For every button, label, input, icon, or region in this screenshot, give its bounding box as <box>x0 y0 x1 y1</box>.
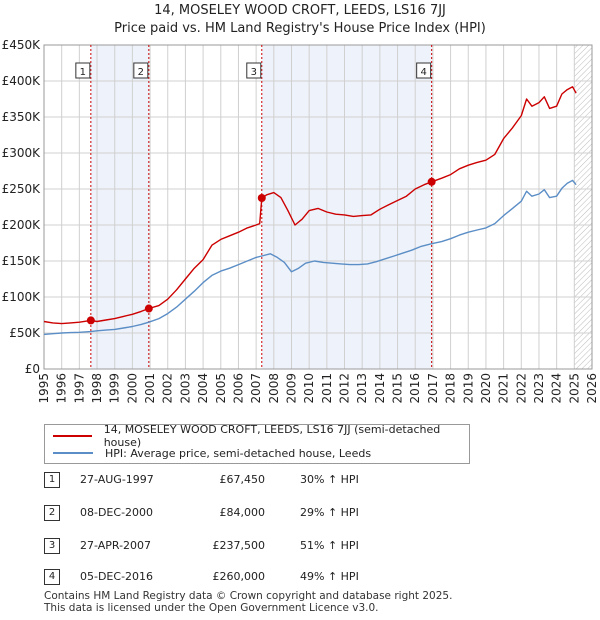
x-tick-label: 1998 <box>90 373 104 404</box>
sale-marker-label: 3 <box>251 67 257 78</box>
x-tick-label: 2011 <box>320 373 334 404</box>
sale-date: 27-AUG-1997 <box>80 473 154 486</box>
footer-copyright: Contains HM Land Registry data © Crown c… <box>44 590 452 614</box>
x-tick-label: 2002 <box>161 373 175 404</box>
legend: 14, MOSELEY WOOD CROFT, LEEDS, LS16 7JJ … <box>44 423 470 464</box>
x-tick-label: 2019 <box>461 373 475 404</box>
x-tick-label: 1995 <box>37 373 51 404</box>
x-tick-label: 2023 <box>532 373 546 404</box>
x-tick-label: 2026 <box>585 373 599 404</box>
sale-row: 1 27-AUG-1997 £67,450 30% ↑ HPI <box>0 470 600 490</box>
x-tick-label: 2009 <box>284 373 298 404</box>
chart-title: 14, MOSELEY WOOD CROFT, LEEDS, LS16 7JJ <box>154 3 446 18</box>
sale-hpi-change: 49% ↑ HPI <box>300 570 359 583</box>
y-tick-label: £300K <box>2 146 42 160</box>
legend-label-property: 14, MOSELEY WOOD CROFT, LEEDS, LS16 7JJ … <box>103 423 441 449</box>
sale-point <box>86 316 95 325</box>
sale-marker-box <box>75 62 91 79</box>
legend-swatch-property <box>53 435 92 437</box>
x-tick-label: 2001 <box>143 373 157 404</box>
sale-row: 2 08-DEC-2000 £84,000 29% ↑ HPI <box>0 503 600 523</box>
x-tick-label: 2018 <box>444 373 458 404</box>
shaded-period <box>261 45 432 369</box>
x-tick-label: 2025 <box>567 373 581 404</box>
sale-hpi-change: 29% ↑ HPI <box>300 506 359 519</box>
y-tick-label: £100K <box>2 290 42 304</box>
sale-price: £237,500 <box>212 539 266 552</box>
sale-marker-label: 4 <box>420 67 426 78</box>
sale-number-badge: 1 <box>44 472 60 488</box>
y-tick-label: £150K <box>2 254 42 268</box>
shaded-period <box>90 45 149 369</box>
x-tick-label: 2013 <box>355 373 369 404</box>
sale-hpi-change: 51% ↑ HPI <box>300 539 359 552</box>
legend-swatch-hpi <box>53 452 93 454</box>
x-tick-label: 2008 <box>267 373 281 404</box>
x-tick-label: 2024 <box>550 373 564 404</box>
x-tick-label: 2017 <box>426 373 440 404</box>
sale-date: 27-APR-2007 <box>80 539 152 552</box>
x-tick-label: 2020 <box>479 373 493 404</box>
x-tick-label: 2022 <box>514 373 528 404</box>
x-tick-label: 2014 <box>373 373 387 404</box>
x-tick-label: 2004 <box>196 373 210 404</box>
sale-hpi-change: 30% ↑ HPI <box>300 473 359 486</box>
x-tick-label: 1996 <box>55 373 69 404</box>
legend-item-property: 14, MOSELEY WOOD CROFT, LEEDS, LS16 7JJ … <box>53 423 469 449</box>
x-tick-label: 2016 <box>408 373 422 404</box>
y-tick-label: £350K <box>2 110 42 124</box>
x-tick-label: 2015 <box>391 373 405 404</box>
sale-price: £260,000 <box>212 570 266 583</box>
sale-point <box>257 194 266 202</box>
y-tick-label: £0 <box>25 362 40 376</box>
property-price-line <box>43 86 577 325</box>
sale-number-badge: 2 <box>44 505 60 521</box>
sale-marker-label: 2 <box>138 67 144 78</box>
x-tick-label: 2003 <box>178 373 192 404</box>
sale-date: 08-DEC-2000 <box>80 506 154 519</box>
sale-point <box>144 304 153 313</box>
x-tick-label: 2010 <box>302 373 316 404</box>
chart-subtitle: Price paid vs. HM Land Registry's House … <box>114 21 486 36</box>
y-tick-label: £400K <box>2 74 42 88</box>
y-tick-label: £50K <box>9 326 41 340</box>
sale-date: 05-DEC-2016 <box>80 570 154 583</box>
future-hatch <box>574 45 592 369</box>
sale-marker-box <box>416 62 432 79</box>
x-tick-label: 2012 <box>338 373 352 404</box>
price-chart: £0 £50K £100K £150K £200K £250K £300K £350K £400… <box>2 38 599 404</box>
y-tick-label: £450K <box>2 38 42 52</box>
legend-item-hpi: HPI: Average price, semi-detached house,… <box>53 445 371 461</box>
sale-price: £84,000 <box>219 506 266 519</box>
x-tick-label: 1997 <box>72 373 86 404</box>
sale-price: £67,450 <box>219 473 266 486</box>
x-tick-label: 2006 <box>231 373 245 404</box>
plot-border <box>43 44 593 370</box>
sale-marker-box <box>246 62 262 79</box>
sale-number-badge: 4 <box>44 569 60 585</box>
legend-label-hpi: HPI: Average price, semi-detached house,… <box>105 446 372 460</box>
footer-line-1: Contains HM Land Registry data © Crown c… <box>44 590 453 602</box>
sale-row: 3 27-APR-2007 £237,500 51% ↑ HPI <box>0 536 600 556</box>
x-tick-label: 2000 <box>125 373 139 404</box>
y-tick-label: £200K <box>2 218 42 232</box>
footer-line-2: This data is licensed under the Open Gov… <box>44 602 379 614</box>
sale-marker-label: 1 <box>80 67 86 78</box>
hpi-line <box>43 179 577 336</box>
x-tick-label: 2005 <box>214 373 228 404</box>
sale-row: 4 05-DEC-2016 £260,000 49% ↑ HPI <box>0 567 600 587</box>
sale-number-badge: 3 <box>44 538 60 554</box>
x-tick-label: 2007 <box>249 373 263 404</box>
y-tick-label: £250K <box>2 182 42 196</box>
x-tick-label: 1999 <box>108 373 122 404</box>
x-tick-label: 2021 <box>497 373 511 404</box>
sale-point <box>427 177 436 186</box>
sale-marker-box <box>133 62 149 79</box>
